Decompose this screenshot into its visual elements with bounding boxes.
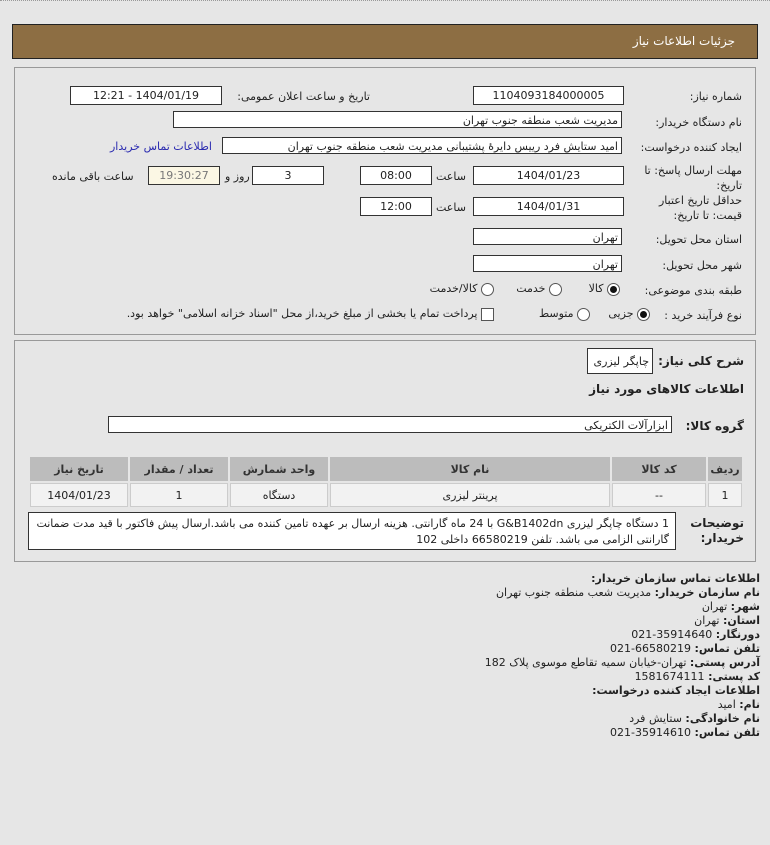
category-label: طبقه بندی موضوعی: bbox=[644, 284, 742, 297]
contact-title: اطلاعات تماس سازمان خریدار: bbox=[591, 572, 760, 585]
page-header: جزئیات اطلاعات نیاز bbox=[12, 24, 758, 59]
contact-key: نام خانوادگی: bbox=[685, 712, 760, 725]
contact-line: تلفن تماس: 35914610-021 bbox=[485, 726, 760, 740]
checkbox-icon[interactable] bbox=[481, 307, 494, 321]
need-number-field: 1104093184000005 bbox=[473, 86, 624, 105]
process-label: نوع فرآیند خرید : bbox=[664, 309, 742, 322]
col-qty: تعداد / مقدار bbox=[130, 457, 228, 481]
need-number-label: شماره نیاز: bbox=[689, 90, 742, 103]
col-row: ردیف bbox=[708, 457, 742, 481]
top-divider bbox=[0, 0, 770, 1]
contact-value: 35914640-021 bbox=[631, 628, 713, 641]
contact-key: نام: bbox=[739, 698, 760, 711]
contact-key: استان: bbox=[723, 614, 760, 627]
validity-time-label: ساعت bbox=[436, 201, 466, 214]
deadline-time-field: 08:00 bbox=[360, 166, 432, 185]
contact-line: آدرس پستی: تهران-خیابان سمیه تقاطع موسوی… bbox=[485, 656, 760, 670]
radio-icon[interactable] bbox=[481, 282, 494, 296]
contact-key: تلفن تماس: bbox=[694, 642, 760, 655]
summary-field: چاپگر لیزری bbox=[587, 348, 653, 374]
process-radio-medium[interactable]: متوسط bbox=[539, 307, 590, 321]
contact-value: 35914610-021 bbox=[610, 726, 692, 739]
contact-key: شهر: bbox=[730, 600, 760, 613]
contact-value: مدیریت شعب منطقه جنوب تهران bbox=[495, 586, 652, 599]
page-title: جزئیات اطلاعات نیاز bbox=[632, 34, 735, 48]
creator-field: امید ستایش فرد رییس دایرهٔ پشتیبانی مدیر… bbox=[222, 137, 622, 154]
radio-selected-icon[interactable] bbox=[637, 307, 650, 321]
contact-line: شهر: تهران bbox=[485, 600, 760, 614]
radio-icon[interactable] bbox=[577, 307, 590, 321]
group-field: ابزارآلات الکتریکی bbox=[108, 416, 672, 433]
description-field: 1 دستگاه چاپگر لیزری G&B1402dn با 24 ماه… bbox=[28, 512, 676, 550]
contact-value: 66580219-021 bbox=[610, 642, 692, 655]
contact-info: اطلاعات تماس سازمان خریدار: نام سازمان خ… bbox=[485, 572, 760, 740]
deadline-time-label: ساعت bbox=[436, 170, 466, 183]
creator-label: ایجاد کننده درخواست: bbox=[640, 141, 742, 154]
col-code: کد کالا bbox=[612, 457, 706, 481]
contact-line: دورنگار: 35914640-021 bbox=[485, 628, 760, 642]
contact-value: امید bbox=[717, 698, 736, 711]
city-field: تهران bbox=[473, 255, 622, 272]
validity-time-field: 12:00 bbox=[360, 197, 432, 216]
contact-value: 1581674111 bbox=[634, 670, 705, 683]
announce-field: 1404/01/19 - 12:21 bbox=[70, 86, 222, 105]
goods-title: اطلاعات کالاهای مورد نیاز bbox=[589, 382, 744, 396]
summary-label: شرح کلی نیاز: bbox=[658, 354, 744, 368]
contact-line: نام سازمان خریدار: مدیریت شعب منطقه جنوب… bbox=[485, 586, 760, 600]
validity-date-field: 1404/01/31 bbox=[473, 197, 624, 216]
province-label: استان محل تحویل: bbox=[655, 233, 742, 246]
days-field: 3 bbox=[252, 166, 324, 185]
contact-value: ستایش فرد bbox=[629, 712, 682, 725]
city-label: شهر محل تحویل: bbox=[662, 259, 742, 272]
contact-key: نام سازمان خریدار: bbox=[654, 586, 760, 599]
col-name: نام کالا bbox=[330, 457, 610, 481]
buyer-contact-link[interactable]: اطلاعات تماس خریدار bbox=[110, 140, 212, 153]
radio-selected-icon[interactable] bbox=[607, 282, 620, 296]
contact-key: دورنگار: bbox=[715, 628, 760, 641]
contact-line: نام: امید bbox=[485, 698, 760, 712]
deadline-date-field: 1404/01/23 bbox=[473, 166, 624, 185]
table-header: ردیف کد کالا نام کالا واحد شمارش تعداد /… bbox=[30, 457, 742, 481]
contact-value: تهران bbox=[694, 614, 720, 627]
contact-line: تلفن تماس: 66580219-021 bbox=[485, 642, 760, 656]
description-label: توضیحات خریدار: bbox=[690, 516, 744, 545]
radio-icon[interactable] bbox=[549, 282, 562, 296]
contact-line: نام خانوادگی: ستایش فرد bbox=[485, 712, 760, 726]
category-radio-service[interactable]: خدمت bbox=[516, 282, 562, 296]
treasury-payment-checkbox[interactable]: پرداخت تمام یا بخشی از مبلغ خرید،از محل … bbox=[127, 307, 494, 321]
category-radio-goods[interactable]: کالا bbox=[589, 282, 620, 296]
announce-label: تاریخ و ساعت اعلان عمومی: bbox=[237, 90, 370, 103]
group-label: گروه کالا: bbox=[685, 419, 744, 433]
contact-line: کد پستی: 1581674111 bbox=[485, 670, 760, 684]
goods-table: ردیف کد کالا نام کالا واحد شمارش تعداد /… bbox=[28, 455, 744, 509]
province-field: تهران bbox=[473, 228, 622, 245]
category-radio-goods-service[interactable]: کالا/خدمت bbox=[430, 282, 494, 296]
deadline-label: مهلت ارسال پاسخ: تا تاریخ: bbox=[644, 164, 742, 192]
contact-value: تهران-خیابان سمیه تقاطع موسوی پلاک 182 bbox=[484, 656, 687, 669]
process-radio-minor[interactable]: جزیی bbox=[608, 307, 650, 321]
buyer-label: نام دستگاه خریدار: bbox=[655, 116, 742, 129]
creator-info-title: اطلاعات ایجاد کننده درخواست: bbox=[592, 684, 760, 697]
col-unit: واحد شمارش bbox=[230, 457, 328, 481]
remaining-time-field: 19:30:27 bbox=[148, 166, 220, 185]
validity-label: حداقل تاریخ اعتبار قیمت: تا تاریخ: bbox=[658, 194, 742, 222]
col-date: تاریخ نیاز bbox=[30, 457, 128, 481]
table-row: 1 -- پرینتر لیزری دستگاه 1 1404/01/23 bbox=[30, 483, 742, 507]
days-label: روز و bbox=[225, 170, 250, 183]
contact-key: آدرس پستی: bbox=[689, 656, 760, 669]
contact-value: تهران bbox=[701, 600, 728, 613]
buyer-field: مدیریت شعب منطقه جنوب تهران bbox=[173, 111, 622, 128]
contact-key: کد پستی: bbox=[708, 670, 760, 683]
remaining-label: ساعت باقی مانده bbox=[52, 170, 134, 183]
contact-line: استان: تهران bbox=[485, 614, 760, 628]
contact-key: تلفن تماس: bbox=[694, 726, 760, 739]
